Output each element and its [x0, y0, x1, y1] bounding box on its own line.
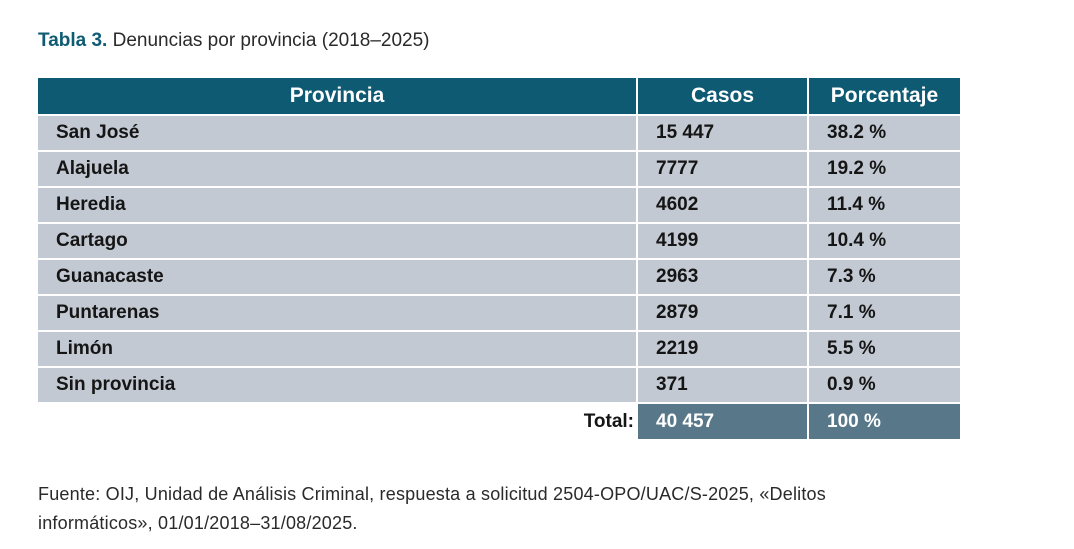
cell-casos: 2879 — [637, 294, 809, 331]
cell-porcentaje: 0.9 % — [808, 366, 960, 403]
cell-provincia: Alajuela — [38, 150, 638, 187]
total-casos: 40 457 — [637, 402, 809, 439]
source-line-1: Fuente: OIJ, Unidad de Análisis Criminal… — [38, 484, 826, 504]
cell-porcentaje: 10.4 % — [808, 222, 960, 259]
cell-provincia: Puntarenas — [38, 294, 638, 331]
cell-porcentaje: 11.4 % — [808, 186, 960, 223]
cell-porcentaje: 19.2 % — [808, 150, 960, 187]
table-caption: Tabla 3. Denuncias por provincia (2018–2… — [38, 30, 430, 52]
caption-label: Tabla 3. — [38, 30, 108, 51]
total-porcentaje: 100 % — [808, 402, 960, 439]
cell-porcentaje: 38.2 % — [808, 114, 960, 151]
source-line-2: informáticos», 01/01/2018–31/08/2025. — [38, 513, 358, 533]
cell-casos: 2963 — [637, 258, 809, 295]
cell-casos: 7777 — [637, 150, 809, 187]
table-row: Sin provincia 371 0.9 % — [38, 366, 960, 403]
cell-casos: 4602 — [637, 186, 809, 223]
header-casos: Casos — [637, 78, 809, 115]
table-row: Limón 2219 5.5 % — [38, 330, 960, 367]
table-row: Cartago 4199 10.4 % — [38, 222, 960, 259]
cell-provincia: Cartago — [38, 222, 638, 259]
cell-porcentaje: 7.1 % — [808, 294, 960, 331]
cell-casos: 4199 — [637, 222, 809, 259]
total-row: Total: 40 457 100 % — [38, 402, 960, 439]
total-label: Total: — [38, 402, 638, 439]
source-note: Fuente: OIJ, Unidad de Análisis Criminal… — [38, 480, 998, 538]
table-header-row: Provincia Casos Porcentaje — [38, 78, 960, 115]
table-row: Heredia 4602 11.4 % — [38, 186, 960, 223]
cell-provincia: Limón — [38, 330, 638, 367]
cell-provincia: San José — [38, 114, 638, 151]
province-table: Provincia Casos Porcentaje San José 15 4… — [38, 78, 960, 439]
table-row: Puntarenas 2879 7.1 % — [38, 294, 960, 331]
cell-provincia: Heredia — [38, 186, 638, 223]
table-row: Alajuela 7777 19.2 % — [38, 150, 960, 187]
cell-casos: 371 — [637, 366, 809, 403]
header-provincia: Provincia — [38, 78, 638, 115]
header-porcentaje: Porcentaje — [808, 78, 960, 115]
cell-provincia: Sin provincia — [38, 366, 638, 403]
cell-casos: 2219 — [637, 330, 809, 367]
cell-provincia: Guanacaste — [38, 258, 638, 295]
table-row: San José 15 447 38.2 % — [38, 114, 960, 151]
table-row: Guanacaste 2963 7.3 % — [38, 258, 960, 295]
cell-porcentaje: 5.5 % — [808, 330, 960, 367]
caption-text: Denuncias por provincia (2018–2025) — [112, 30, 430, 51]
cell-porcentaje: 7.3 % — [808, 258, 960, 295]
cell-casos: 15 447 — [637, 114, 809, 151]
